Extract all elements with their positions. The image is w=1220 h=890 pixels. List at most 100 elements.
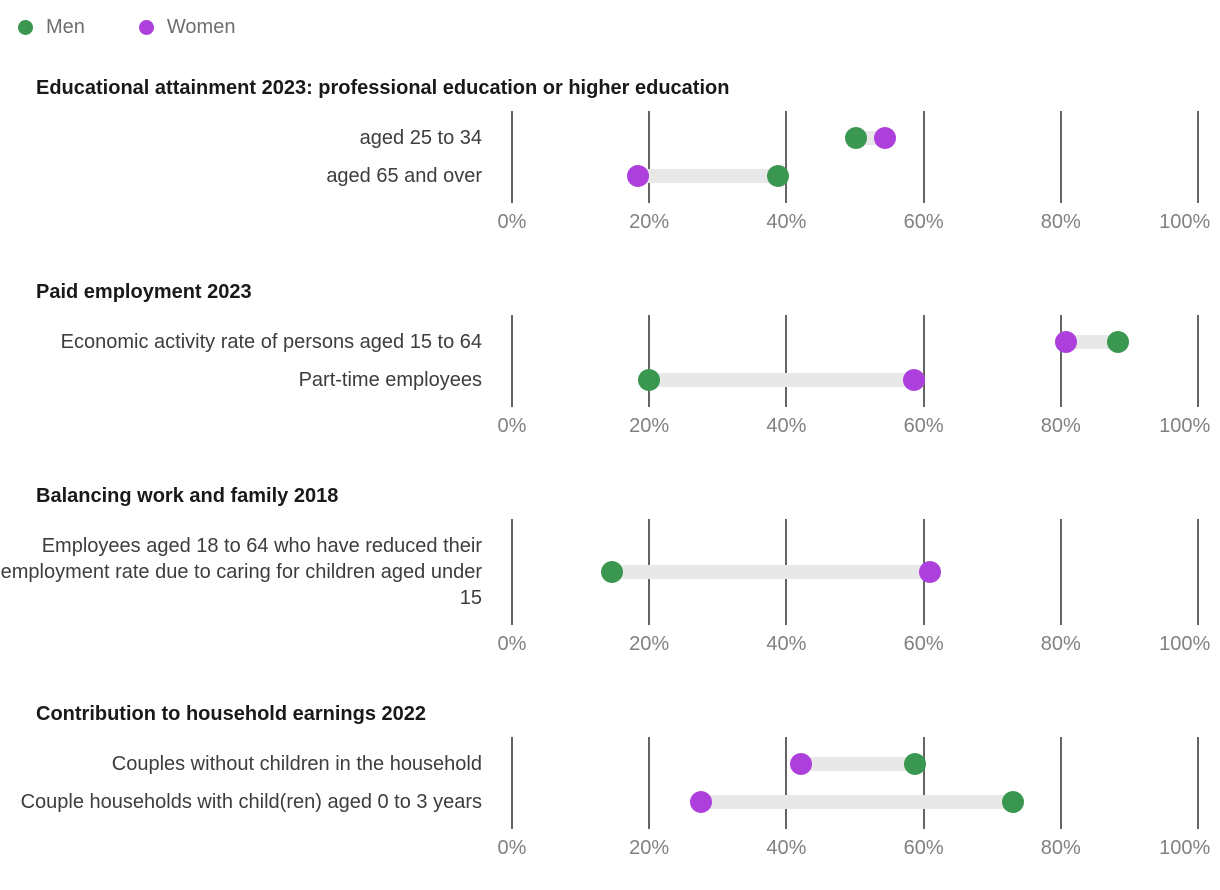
men-data-point[interactable]	[1001, 791, 1024, 813]
women-data-point[interactable]	[1054, 331, 1077, 353]
connector-bar	[800, 757, 915, 771]
plot-area: Employees aged 18 to 64 who have reduced…	[0, 519, 1220, 625]
gridline	[1059, 737, 1062, 829]
men-data-point[interactable]	[1107, 331, 1130, 353]
plot-area: Couples without children in the househol…	[0, 737, 1220, 829]
gridline	[1197, 737, 1199, 829]
chart-row: Couple households with child(ren) aged 0…	[0, 783, 1220, 821]
row-label: aged 25 to 34	[359, 127, 482, 149]
x-axis: 0% 20% 40% 60% 80% 100%	[498, 625, 1220, 665]
axis-tick-label: 60%	[903, 837, 944, 859]
row-label: Economic activity rate of persons aged 1…	[60, 331, 482, 353]
axis-tick-label: 60%	[903, 415, 944, 437]
axis-tick-label: 100%	[1159, 633, 1211, 655]
charts-container: Educational attainment 2023: professiona…	[0, 75, 1220, 869]
connector-bar	[1065, 335, 1119, 349]
gridline	[648, 737, 651, 829]
women-data-point[interactable]	[789, 753, 812, 775]
men-data-point[interactable]	[903, 753, 926, 775]
axis-tick-label: 20%	[629, 837, 670, 859]
row-plot	[512, 157, 1220, 195]
chart-row: Economic activity rate of persons aged 1…	[0, 323, 1220, 361]
chart-row: aged 65 and over	[0, 157, 1220, 195]
plot-area: Economic activity rate of persons aged 1…	[0, 315, 1220, 407]
row-label: Employees aged 18 to 64 who have reduced…	[0, 535, 482, 609]
row-plot	[512, 783, 1220, 821]
gridline	[1197, 111, 1199, 203]
men-data-point[interactable]	[601, 561, 624, 583]
section-title: Balancing work and family 2018	[36, 485, 339, 507]
row-label: Couples without children in the househol…	[111, 753, 482, 775]
gridline	[922, 737, 925, 829]
women-data-point[interactable]	[919, 561, 942, 583]
connector-bar	[638, 169, 779, 183]
section-title: Educational attainment 2023: professiona…	[36, 77, 730, 99]
legend-label: Men	[46, 16, 85, 38]
women-data-point[interactable]	[874, 127, 897, 149]
gridline	[511, 315, 513, 407]
men-data-point[interactable]	[845, 127, 868, 149]
row-label: Couple households with child(ren) aged 0…	[20, 791, 482, 813]
gridline	[648, 315, 651, 407]
axis-tick-label: 20%	[629, 633, 670, 655]
axis-tick-label: 0%	[497, 633, 527, 655]
row-plot	[512, 119, 1220, 157]
rows: aged 25 to 34 aged 65 and over	[0, 111, 1220, 203]
row-label: Part-time employees	[298, 369, 482, 391]
axis-tick-label: 40%	[766, 415, 807, 437]
legend-women-dot-icon	[138, 20, 154, 35]
axis-tick-label: 100%	[1159, 415, 1211, 437]
axis-tick-label: 40%	[766, 837, 807, 859]
axis-tick-label: 0%	[497, 211, 527, 233]
row-plot	[512, 361, 1220, 399]
legend-item-men[interactable]: Men	[18, 16, 85, 39]
chart-row: Employees aged 18 to 64 who have reduced…	[0, 527, 1220, 617]
women-data-point[interactable]	[627, 165, 650, 187]
gridline	[785, 111, 788, 203]
section-title: Paid employment 2023	[36, 281, 252, 303]
section-title: Contribution to household earnings 2022	[36, 703, 427, 725]
men-data-point[interactable]	[767, 165, 790, 187]
gridline	[1197, 519, 1199, 625]
x-axis: 0% 20% 40% 60% 80% 100%	[498, 829, 1220, 869]
gridline	[785, 315, 788, 407]
axis-tick-label: 80%	[1040, 211, 1081, 233]
axis-tick-label: 100%	[1159, 837, 1211, 859]
gridline	[1197, 315, 1199, 407]
gridline	[922, 315, 925, 407]
gridline	[511, 737, 513, 829]
chart-section: Paid employment 2023 Economic activity ra…	[0, 279, 1220, 447]
axis-tick-label: 20%	[629, 415, 670, 437]
chart-section: Balancing work and family 2018 Employees …	[0, 483, 1220, 665]
axis-tick-label: 80%	[1040, 837, 1081, 859]
chart-row: Part-time employees	[0, 361, 1220, 399]
chart-row: aged 25 to 34	[0, 119, 1220, 157]
women-data-point[interactable]	[689, 791, 712, 813]
legend-men-dot-icon	[18, 20, 33, 35]
gridline	[648, 111, 651, 203]
gridline	[1059, 519, 1062, 625]
axis-tick-label: 40%	[766, 633, 807, 655]
men-data-point[interactable]	[638, 369, 661, 391]
gridline	[785, 737, 788, 829]
x-axis: 0% 20% 40% 60% 80% 100%	[498, 407, 1220, 447]
axis-tick-label: 0%	[497, 415, 527, 437]
chart-section: Educational attainment 2023: professiona…	[0, 75, 1220, 243]
axis-tick-label: 60%	[903, 211, 944, 233]
legend-item-women[interactable]: Women	[138, 16, 235, 39]
axis-tick-label: 60%	[903, 633, 944, 655]
gridline	[922, 111, 925, 203]
chart-section: Contribution to household earnings 2022 C…	[0, 701, 1220, 869]
gridline	[1059, 111, 1062, 203]
row-plot	[512, 745, 1220, 783]
chart-legend: Men Women	[0, 0, 1220, 39]
rows: Employees aged 18 to 64 who have reduced…	[0, 519, 1220, 625]
row-label: aged 65 and over	[326, 165, 482, 187]
connector-bar	[700, 795, 1013, 809]
chart-row: Couples without children in the househol…	[0, 745, 1220, 783]
row-plot	[512, 323, 1220, 361]
row-plot	[512, 527, 1220, 617]
gridline	[511, 111, 513, 203]
women-data-point[interactable]	[902, 369, 925, 391]
